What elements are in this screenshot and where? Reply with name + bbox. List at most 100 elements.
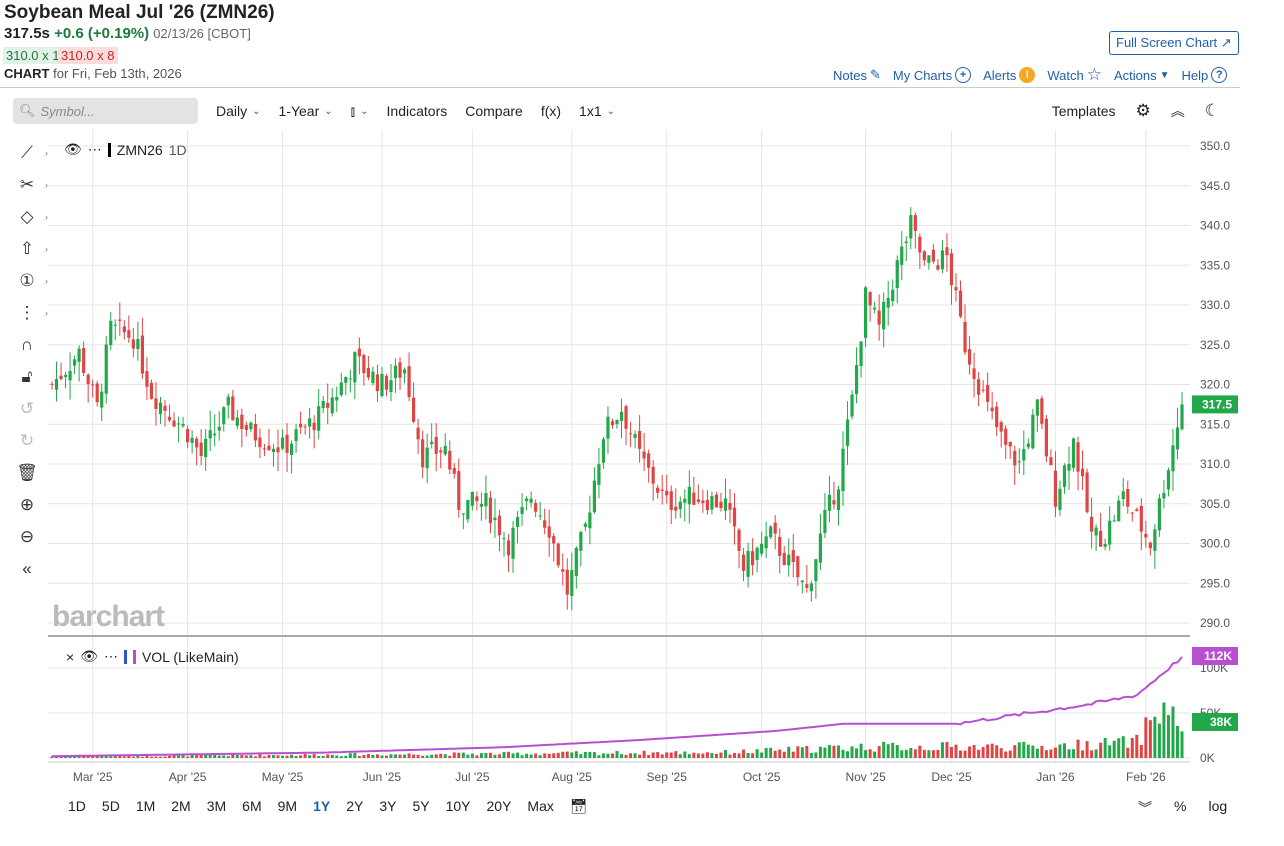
dark-mode-moon-icon[interactable]: ☾: [1204, 101, 1220, 120]
zoom-in-icon[interactable]: ⊕: [19, 495, 35, 514]
x-tick-label: Aug '25: [552, 770, 593, 784]
period-2M[interactable]: 2M: [171, 798, 191, 814]
zoom-out-icon[interactable]: ⊖: [19, 527, 35, 546]
candle: [163, 405, 167, 411]
candle: [1058, 488, 1062, 510]
volume-bar: [294, 755, 298, 758]
expand-icon[interactable]: ︾: [1138, 800, 1152, 816]
notes-button[interactable]: Notes ✎: [833, 67, 881, 83]
candle: [895, 260, 899, 289]
volume-bar: [240, 755, 244, 758]
period-3Y[interactable]: 3Y: [379, 798, 397, 814]
volume-tick-label: 0K: [1200, 751, 1215, 765]
volume-bar: [818, 746, 822, 758]
magnet-icon[interactable]: ∩: [20, 335, 34, 354]
volume-bar: [443, 754, 447, 758]
volume-bar: [511, 753, 515, 758]
candle: [692, 492, 696, 505]
period-3M[interactable]: 3M: [206, 798, 227, 814]
line-tool-icon[interactable]: ⟋ ›: [21, 143, 48, 162]
compare-button[interactable]: Compare: [465, 103, 523, 119]
volume-bar: [344, 755, 348, 758]
volume-bar: [877, 746, 881, 758]
period-1Y[interactable]: 1Y: [313, 798, 331, 814]
volume-bar: [633, 753, 637, 758]
period-10Y[interactable]: 10Y: [445, 798, 471, 814]
volume-bar: [303, 753, 307, 758]
volume-bar: [122, 756, 126, 758]
volume-bar: [931, 750, 935, 758]
volume-bar: [945, 741, 949, 758]
x-tick-label: Mar '25: [73, 770, 113, 784]
volume-bar: [1135, 734, 1139, 758]
redo-icon[interactable]: ↻: [19, 431, 35, 450]
eye-icon[interactable]: 👁︎: [64, 141, 82, 157]
volume-bar: [556, 752, 560, 758]
templates-button[interactable]: Templates: [1051, 103, 1116, 119]
period-1M[interactable]: 1M: [135, 798, 156, 814]
watch-button[interactable]: Watch ☆: [1047, 65, 1102, 85]
actions-menu[interactable]: Actions ▼: [1114, 68, 1170, 83]
annotation-tool-icon[interactable]: ① ›: [19, 271, 48, 290]
period-Max[interactable]: Max: [527, 798, 554, 814]
volume-bar: [638, 754, 642, 758]
undo-icon[interactable]: ↺: [19, 399, 35, 418]
symbol-search-input[interactable]: 🔍︎ Symbol...: [13, 98, 198, 124]
candle: [86, 374, 90, 385]
candle: [683, 498, 687, 503]
period-5Y[interactable]: 5Y: [412, 798, 430, 814]
my-charts-button[interactable]: My Charts +: [893, 67, 972, 83]
help-button[interactable]: Help?: [1182, 67, 1228, 83]
volume-bar: [82, 755, 86, 758]
log-scale-button[interactable]: log: [1208, 798, 1228, 814]
candle: [421, 439, 425, 468]
candle: [1117, 500, 1121, 522]
trash-icon[interactable]: 🗑︎: [16, 463, 38, 482]
shape-tool-icon[interactable]: ◇ ›: [20, 207, 48, 226]
candle: [1162, 493, 1166, 499]
full-screen-chart-button[interactable]: Full Screen Chart ↗: [1109, 31, 1239, 55]
period-1D[interactable]: 1D: [68, 798, 86, 814]
close-icon[interactable]: ×: [66, 648, 75, 665]
volume-bar: [841, 749, 845, 758]
calendar-icon[interactable]: 📅︎: [569, 798, 588, 814]
candle: [267, 445, 271, 451]
volume-bar: [891, 742, 895, 758]
volume-bar: [805, 745, 809, 758]
fx-button[interactable]: f(x): [540, 103, 562, 119]
layout-dropdown[interactable]: 1x1 ⌄: [579, 103, 615, 119]
chart-type-dropdown[interactable]: ⫾ ⌄: [351, 103, 369, 120]
fib-tool-icon[interactable]: ✂ ›: [19, 175, 48, 194]
settings-gear-icon[interactable]: ⚙: [1135, 101, 1151, 120]
eye-icon[interactable]: 👁︎: [80, 648, 98, 664]
candle: [375, 374, 380, 392]
percent-scale-button[interactable]: %: [1174, 798, 1187, 814]
volume-bar: [1126, 747, 1130, 758]
unlock-icon[interactable]: 🔓︎: [21, 367, 33, 386]
volume-bar: [525, 753, 529, 758]
period-2Y[interactable]: 2Y: [346, 798, 364, 814]
period-20Y[interactable]: 20Y: [486, 798, 512, 814]
interval-dropdown[interactable]: Daily ⌄: [216, 103, 261, 119]
volume-bar: [195, 755, 199, 758]
collapse-sidebar-icon[interactable]: «: [22, 559, 32, 578]
period-9M[interactable]: 9M: [277, 798, 298, 814]
range-dropdown[interactable]: 1-Year ⌄: [279, 103, 333, 119]
period-6M[interactable]: 6M: [242, 798, 262, 814]
period-5D[interactable]: 5D: [101, 798, 120, 814]
volume-bar: [466, 754, 470, 758]
candle: [732, 507, 737, 527]
more-icon[interactable]: ⋯: [87, 141, 102, 157]
volume-bar: [357, 756, 361, 758]
collapse-icon[interactable]: ︽: [1170, 103, 1185, 119]
volume-bar: [172, 755, 176, 758]
candle: [791, 550, 795, 562]
measure-tool-icon[interactable]: ⋮ ›: [18, 303, 49, 322]
alerts-button[interactable]: Alerts!: [983, 67, 1036, 83]
arrow-tool-icon[interactable]: ⇧ ›: [19, 239, 48, 258]
candle: [140, 335, 144, 374]
indicators-button[interactable]: Indicators: [386, 103, 448, 119]
volume-bar: [507, 751, 511, 758]
more-icon[interactable]: ⋯: [103, 648, 118, 664]
